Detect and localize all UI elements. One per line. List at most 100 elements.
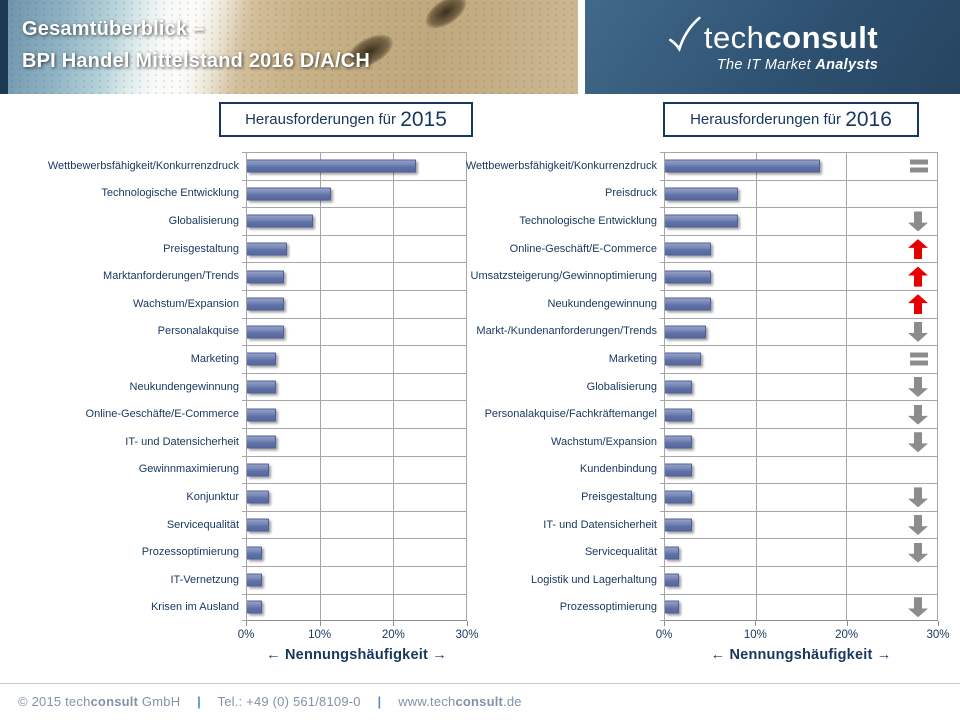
slide-title-line1: Gesamtüberblick – xyxy=(22,18,205,40)
plot-cell xyxy=(242,593,467,622)
trend-equal-icon xyxy=(910,352,928,366)
bar xyxy=(665,408,693,422)
bar xyxy=(665,518,693,532)
axis-title: ← Nennungshäufigkeit → xyxy=(710,647,892,663)
chart-title-text: Herausforderungen für xyxy=(690,111,846,128)
tick-label: 30% xyxy=(455,629,479,641)
category-label: Wachstum/Expansion xyxy=(551,435,657,448)
plot-cell xyxy=(242,565,467,594)
logo-panel: tech consult The IT Market Analysts xyxy=(585,0,960,94)
plot-cell xyxy=(242,483,467,511)
bar xyxy=(665,187,738,201)
trend-down-icon xyxy=(908,404,928,425)
logo-consult: consult xyxy=(764,20,879,55)
trend-down-icon xyxy=(908,487,928,508)
category-label: Globalisierung xyxy=(168,214,239,227)
footer-website-link[interactable]: www.techconsult.de xyxy=(398,694,522,709)
category-label: Wettbewerbsfähigkeit/Konkurrenzdruck xyxy=(465,159,657,172)
trend-down-icon xyxy=(908,597,928,618)
bar xyxy=(247,463,269,477)
plot-cell xyxy=(660,565,938,594)
plot-cell xyxy=(242,152,467,180)
techconsult-logo: tech consult The IT Market Analysts xyxy=(667,16,878,73)
plot-cell xyxy=(242,234,467,263)
bar xyxy=(665,380,693,394)
category-label: Personalakquise xyxy=(157,325,239,338)
plot-cell xyxy=(660,262,938,290)
bar xyxy=(247,408,277,422)
category-label: Servicequalität xyxy=(166,518,239,531)
footer-separator: | xyxy=(197,694,201,709)
bar xyxy=(247,325,284,339)
bar xyxy=(665,159,820,173)
category-label: Gewinnmaximierung xyxy=(138,463,239,476)
footer-divider xyxy=(0,683,960,684)
bar xyxy=(665,297,711,311)
tick-label: 0% xyxy=(655,629,673,641)
plot-cell xyxy=(242,345,467,373)
tick-label: 20% xyxy=(381,629,405,641)
x-axis-2016: 0% 10% 20% 30% ← Nennungshäufigkeit → xyxy=(656,621,950,669)
beach-photo: Gesamtüberblick – BPI Handel Mittelstand… xyxy=(8,0,578,94)
plot-cell xyxy=(660,593,938,622)
axis-tick xyxy=(938,621,939,626)
category-label: Preisgestaltung xyxy=(163,242,239,255)
bar xyxy=(247,297,284,311)
bar xyxy=(247,546,262,560)
bar xyxy=(665,435,693,449)
category-label: Umsatzsteigerung/Gewinnoptimierung xyxy=(470,270,657,283)
category-label: Technologische Entwicklung xyxy=(519,214,657,227)
category-label: Servicequalität xyxy=(584,546,657,559)
trend-up-icon xyxy=(908,266,928,287)
plot-cell xyxy=(660,427,938,456)
tick-label: 20% xyxy=(835,629,859,641)
bar xyxy=(247,600,262,614)
footer-separator: | xyxy=(377,694,382,709)
logo-tagline: The IT Market Analysts xyxy=(716,57,879,73)
axis-tick xyxy=(755,621,757,626)
category-label: Neukundengewinnung xyxy=(129,380,239,393)
category-label: Konjunktur xyxy=(186,490,239,503)
bar xyxy=(247,490,269,504)
plot-cell xyxy=(660,289,938,318)
axis-tick xyxy=(246,621,247,626)
header-left-edge xyxy=(0,0,8,94)
plot-cell xyxy=(660,483,938,511)
x-axis-2015: 0% 10% 20% 30% ← Nennungshäufigkeit → xyxy=(238,621,479,669)
bar xyxy=(247,352,277,366)
category-label: Preisdruck xyxy=(605,187,657,200)
bar xyxy=(665,490,693,504)
bar xyxy=(247,187,332,201)
sand-texture xyxy=(8,0,578,94)
footer-copyright: © 2015 techconsult GmbH xyxy=(18,694,181,709)
bar xyxy=(665,546,679,560)
axis-tick xyxy=(393,621,395,626)
bar xyxy=(665,270,711,284)
trend-down-icon xyxy=(908,515,928,536)
category-label: IT- und Datensicherheit xyxy=(125,435,239,448)
category-label: Kundenbindung xyxy=(579,463,657,476)
category-label: Prozessoptimierung xyxy=(559,601,657,614)
category-label: Logistik und Lagerhaltung xyxy=(531,573,657,586)
trend-up-icon xyxy=(908,239,928,260)
tick-label: 0% xyxy=(237,629,255,641)
plot-cell xyxy=(660,400,938,428)
plot-cell xyxy=(660,234,938,263)
plot-cell xyxy=(242,400,467,428)
trend-down-icon xyxy=(908,321,928,342)
trend-up-icon xyxy=(908,294,928,315)
bar xyxy=(665,573,679,587)
category-label: Technologische Entwicklung xyxy=(101,187,239,200)
plot-cell xyxy=(242,317,467,346)
logo-wordmark: tech consult xyxy=(667,16,878,54)
slide-title: Gesamtüberblick – BPI Handel Mittelstand… xyxy=(22,13,370,77)
plot-cell xyxy=(242,262,467,290)
category-label: Globalisierung xyxy=(586,380,657,393)
category-label: Prozessoptimierung xyxy=(141,546,239,559)
category-label: IT- und Datensicherheit xyxy=(543,518,657,531)
plot-cell xyxy=(242,538,467,566)
trend-equal-icon xyxy=(910,159,928,173)
bar xyxy=(247,435,277,449)
plot-cell xyxy=(242,289,467,318)
